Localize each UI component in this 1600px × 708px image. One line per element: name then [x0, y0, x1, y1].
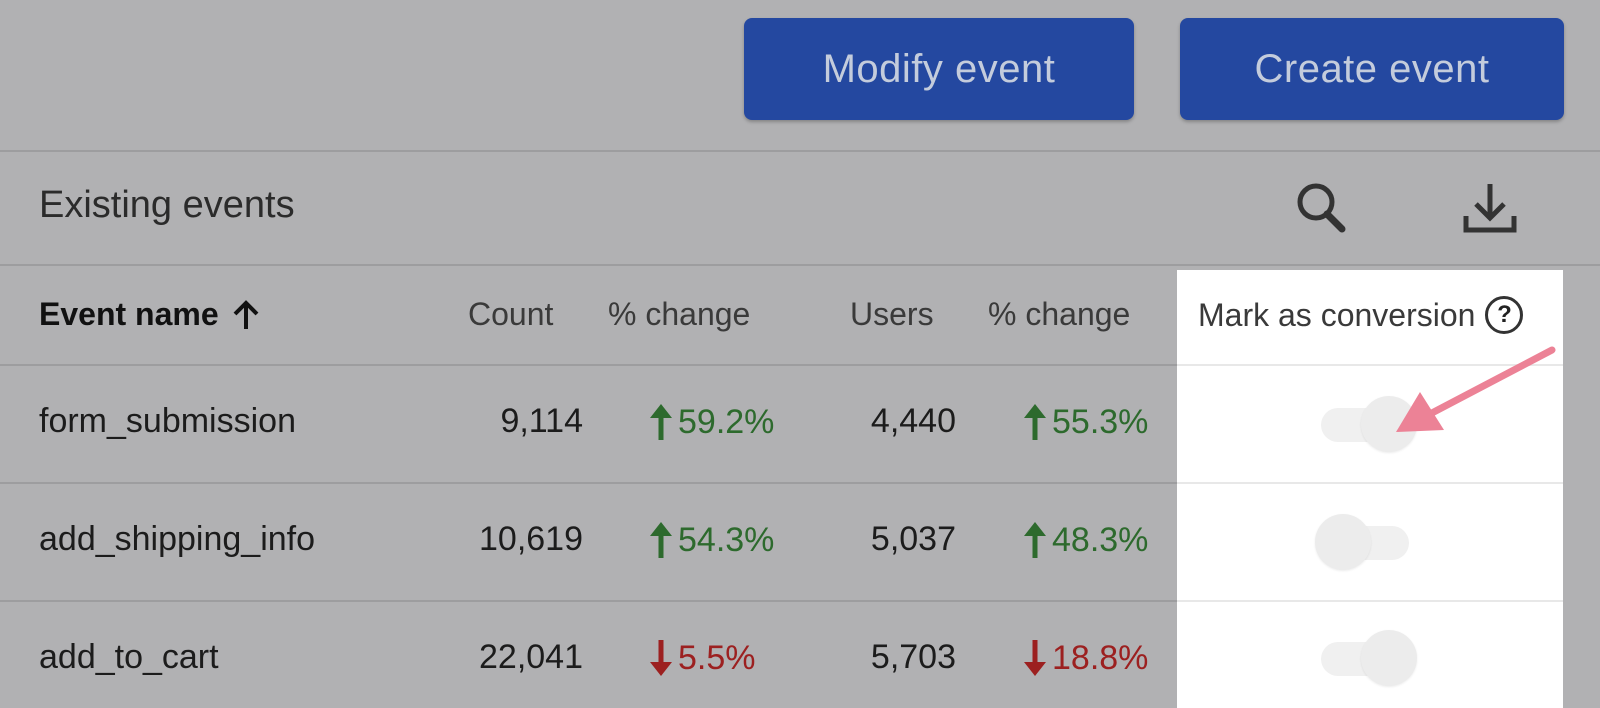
arrow-up-icon [233, 299, 259, 329]
table-row: add_shipping_info 10,619 54.3% 5,037 48.… [0, 484, 1177, 600]
count-change-cell: 5.5% [648, 638, 756, 678]
trend-up-icon [1024, 522, 1046, 558]
header-conversion-label: Mark as conversion [1198, 296, 1476, 333]
count-cell: 9,114 [500, 402, 583, 440]
header-mark-as-conversion: Mark as conversion ? [1198, 296, 1524, 334]
users-change-value: 48.3% [1052, 520, 1149, 559]
download-icon[interactable] [1458, 178, 1522, 242]
count-change-value: 59.2% [678, 402, 775, 441]
header-count-change[interactable]: % change [608, 296, 751, 332]
users-cell: 4,440 [870, 402, 956, 440]
toggle-knob [1315, 514, 1371, 570]
conversion-toggle[interactable] [1315, 514, 1411, 570]
conversion-toggle[interactable] [1315, 630, 1417, 686]
trend-up-icon [650, 522, 672, 558]
divider [0, 264, 1600, 266]
trend-up-icon [650, 404, 672, 440]
event-name-cell: add_shipping_info [39, 520, 316, 558]
header-event-name-label: Event name [39, 296, 219, 332]
table-row: add_to_cart 22,041 5.5% 5,703 18.8% [0, 602, 1177, 708]
event-name-cell: form_submission [39, 402, 296, 440]
count-cell: 22,041 [479, 638, 583, 676]
users-change-value: 55.3% [1052, 402, 1149, 441]
toggle-knob [1361, 630, 1417, 686]
divider [0, 364, 1177, 366]
header-event-name[interactable]: Event name [39, 296, 261, 333]
users-change-cell: 18.8% [1022, 638, 1148, 678]
event-name-cell: add_to_cart [39, 638, 219, 676]
conversion-column: Mark as conversion ? [1177, 270, 1563, 708]
create-event-button[interactable]: Create event [1180, 18, 1564, 120]
users-change-value: 18.8% [1052, 638, 1149, 677]
help-icon[interactable]: ? [1485, 296, 1524, 334]
header-users[interactable]: Users [850, 296, 934, 332]
users-change-cell: 55.3% [1022, 402, 1148, 442]
count-change-cell: 59.2% [648, 402, 774, 442]
count-cell: 10,619 [479, 520, 583, 558]
users-cell: 5,037 [870, 520, 956, 558]
trend-down-icon [650, 640, 672, 676]
card-title: Existing events [39, 184, 295, 226]
divider [0, 482, 1177, 484]
divider [1177, 600, 1563, 602]
table-row: form_submission 9,114 59.2% 4,440 55.3% [0, 366, 1177, 482]
toolbar: Modify event Create event [0, 0, 1600, 150]
search-icon[interactable] [1290, 178, 1354, 242]
count-change-value: 5.5% [678, 638, 756, 677]
divider [0, 600, 1177, 602]
trend-up-icon [1024, 404, 1046, 440]
trend-down-icon [1024, 640, 1046, 676]
header-count[interactable]: Count [468, 296, 554, 332]
divider [1177, 364, 1563, 366]
annotation-arrow-icon [1396, 346, 1556, 432]
modify-event-button[interactable]: Modify event [744, 18, 1134, 120]
divider [1177, 482, 1563, 484]
count-change-value: 54.3% [678, 520, 775, 559]
header-users-change[interactable]: % change [988, 296, 1131, 332]
count-change-cell: 54.3% [648, 520, 774, 560]
users-change-cell: 48.3% [1022, 520, 1148, 560]
users-cell: 5,703 [870, 638, 956, 676]
divider [0, 150, 1600, 152]
